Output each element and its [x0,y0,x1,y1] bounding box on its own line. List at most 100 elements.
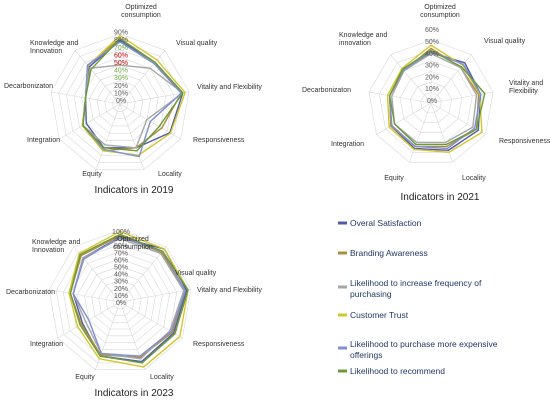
axis-spoke [95,103,121,170]
grid-ring [48,229,192,370]
chart-title: Indicators in 2019 [95,185,174,196]
tick-label: 0% [116,300,126,307]
axis-label: Equity [384,175,404,182]
axis-label: Visual quality [175,270,217,277]
grid-ring [410,81,452,124]
tick-label: 40% [425,51,439,58]
tick-label: 20% [114,83,128,90]
tick-label: 10% [114,90,128,97]
axis-label: Responsiveness [193,137,245,144]
grid-ring [105,287,135,316]
tick-label: 70% [114,45,128,52]
chart-title: Indicators in 2023 [95,388,174,399]
legend: Overal Satisfaction Branding Awareness Lik… [338,218,498,376]
axis-spoke [390,54,432,104]
grid-ring [96,80,144,127]
tick-label: 20% [114,286,128,293]
axis-label: Integration [27,137,60,144]
axis-label: Locality [462,175,486,182]
series-line-4 [386,44,483,154]
series-line-4 [68,230,189,368]
tick-label: 90% [114,30,128,37]
axis-label: Vitality and Flexibility [509,80,543,95]
grid-ring [84,265,156,337]
grid-ring [98,280,142,323]
radar-chart-2021: 0% 10% 20% 30% 40% 50% 60% Optimized consumption… [302,4,550,203]
legend-label: Likelihood to increase frequency of purch… [350,278,482,299]
tick-label: 10% [114,293,128,300]
series-line-5 [82,41,182,158]
axis-label: Locality [158,171,182,178]
grid-ring [368,39,494,163]
axis-spoke [59,103,121,140]
axis-label: Visual quality [484,38,526,45]
axis-label: Vitality and Flexibility [197,287,262,294]
grid-ring [50,33,190,171]
axis-spoke [376,102,432,135]
axis-spoke [119,50,166,105]
axis-spoke [119,246,167,303]
series-line-6 [388,49,486,146]
axis-label: Integration [331,141,364,148]
tick-label: 100% [112,229,130,236]
tick-label: 50% [114,60,128,67]
radar-chart-2019: 0%10%20%30%40%50%60%70%80%90% Optimized co… [4,4,262,196]
series-line-5 [72,236,186,357]
grid-ring [112,294,128,310]
legend-label: Branding Awareness [350,248,428,258]
tick-label: 50% [114,265,128,272]
tick-label: 80% [114,243,128,250]
grid-ring [70,251,170,350]
series-line-6 [69,233,189,364]
grid-ring [91,272,149,330]
legend-label: Customer Trust [350,310,409,320]
tick-label: 80% [114,37,128,44]
tick-label: 30% [425,63,439,70]
grid-ring [89,72,151,134]
tick-label: 60% [425,27,439,34]
tick-label: 60% [114,52,128,59]
axis-label: Decarbonizaton [6,289,55,296]
chart-title: Indicators in 2021 [401,192,480,203]
axis-label: Knowledge and Innovation [32,239,80,254]
axis-label: Knowledge and innovation [339,32,387,47]
tick-label: 10% [425,86,439,93]
tick-label: 60% [114,257,128,264]
grid-ring [112,95,128,112]
axis-label: Optimized consumption [113,236,153,251]
axis-label: Responsiveness [499,138,550,145]
axis-label: Knowledge and Innovation [30,40,78,55]
axis-label: Equity [82,171,102,178]
grid-ring [378,50,484,153]
tick-label: 40% [114,68,128,75]
axis-spoke [409,102,432,163]
tick-label: 70% [114,250,128,257]
axis-spoke [430,91,494,104]
tick-label: 30% [114,75,128,82]
axis-spoke [368,91,432,104]
legend-label: Likelihood to purchase more expensive off… [350,339,498,360]
grid-ring [104,88,136,119]
tick-label: 90% [114,236,128,243]
axis-label: Optimized consumption [121,4,161,19]
legend-label: Likelihood to recommend [350,366,445,376]
tick-label: 50% [425,39,439,46]
tick-label: 20% [425,74,439,81]
axis-spoke [119,91,189,105]
tick-label: 0% [427,98,437,105]
grid-ring [399,71,463,133]
tick-label: 40% [114,272,128,279]
axis-label: Responsiveness [193,341,245,348]
legend-label: Overal Satisfaction [350,218,422,228]
grid-ring [77,258,163,343]
axis-label: Equity [75,374,95,381]
tick-label: 0% [116,98,126,105]
series-line-6 [82,37,184,152]
grid-ring [420,92,442,114]
axis-spoke [74,50,121,105]
axis-label: Decarbonizaton [4,83,53,90]
axis-label: Visual quality [176,40,218,47]
series-line-3 [391,52,478,144]
axis-label: Locality [150,374,174,381]
